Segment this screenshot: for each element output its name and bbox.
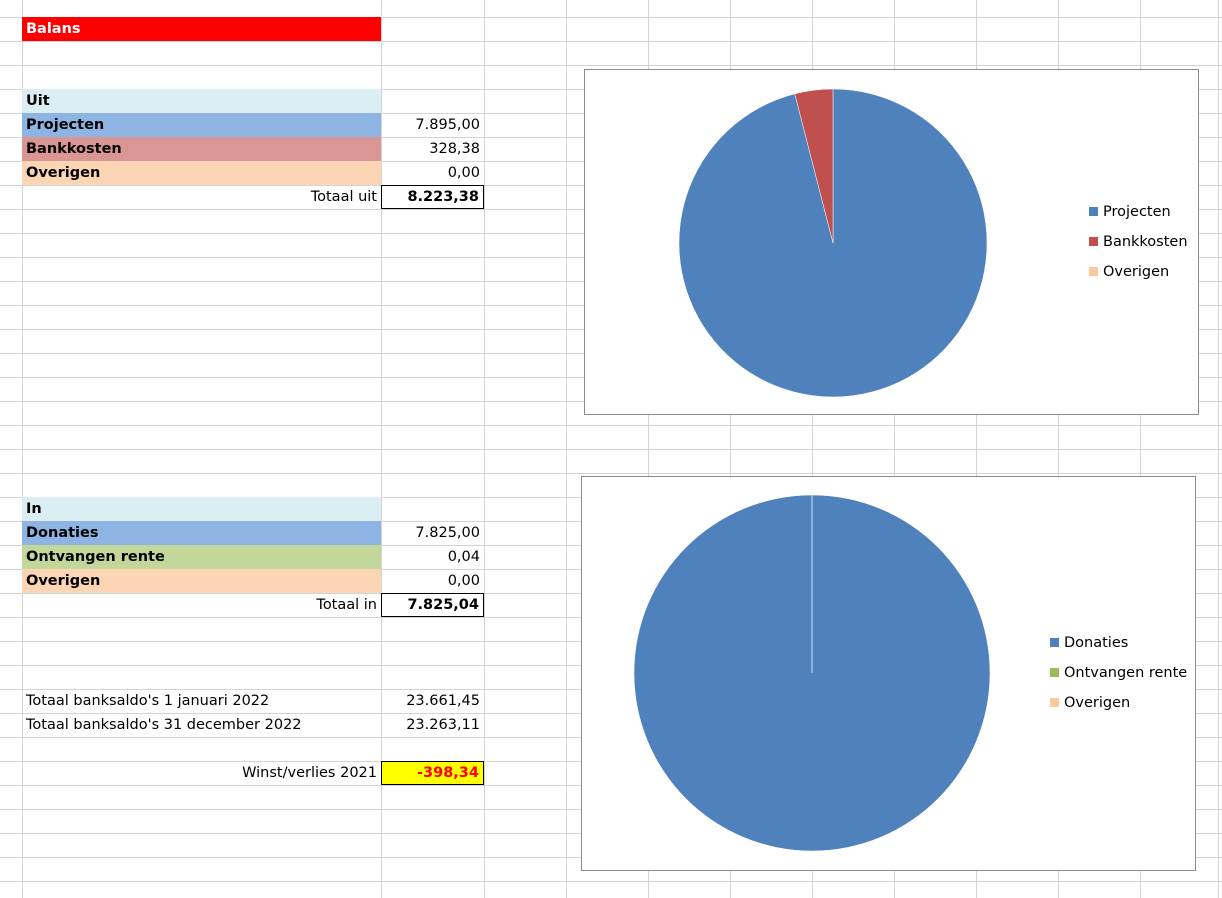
uit-total-label[interactable]: Totaal uit <box>310 189 377 205</box>
result-value[interactable]: -398,34 <box>381 761 484 785</box>
in-value-overigen[interactable]: 0,00 <box>447 573 480 589</box>
legend-item-overigen: Overigen <box>1089 262 1188 292</box>
in-header[interactable]: In <box>22 497 381 521</box>
legend-swatch-bankkosten <box>1089 236 1098 246</box>
in-label-donaties[interactable]: Donaties <box>22 521 381 545</box>
pie-chart-in[interactable]: Donaties Ontvangen rente Overigen <box>581 476 1196 871</box>
saldo-start-label[interactable]: Totaal banksaldo's 1 januari 2022 <box>26 693 270 709</box>
uit-label-bankkosten[interactable]: Bankkosten <box>22 137 381 161</box>
uit-total-value[interactable]: 8.223,38 <box>381 185 484 209</box>
pie-chart-uit[interactable]: Projecten Bankkosten Overigen <box>584 69 1199 415</box>
in-total-label[interactable]: Totaal in <box>316 597 377 613</box>
legend-label-donaties: Donaties <box>1064 635 1129 651</box>
legend-item-donaties: Donaties <box>1050 633 1187 663</box>
legend-item-bankkosten: Bankkosten <box>1089 232 1188 262</box>
legend-swatch-projecten <box>1089 206 1098 216</box>
in-label-rente[interactable]: Ontvangen rente <box>22 545 381 569</box>
pie-in-plot <box>633 494 991 852</box>
uit-label-overigen[interactable]: Overigen <box>22 161 381 185</box>
uit-value-overigen[interactable]: 0,00 <box>447 165 480 181</box>
legend-in: Donaties Ontvangen rente Overigen <box>1050 633 1187 723</box>
in-value-donaties[interactable]: 7.825,00 <box>415 525 480 541</box>
in-total-value[interactable]: 7.825,04 <box>381 593 484 617</box>
pie-uit-slice-bankkosten[interactable] <box>794 88 834 244</box>
pie-uit-plot <box>678 88 988 398</box>
legend-uit: Projecten Bankkosten Overigen <box>1089 202 1188 292</box>
legend-item-projecten: Projecten <box>1089 202 1188 232</box>
sheet-title[interactable]: Balans <box>22 17 381 41</box>
uit-value-bankkosten[interactable]: 328,38 <box>429 141 480 157</box>
uit-value-projecten[interactable]: 7.895,00 <box>415 117 480 133</box>
uit-label-projecten[interactable]: Projecten <box>22 113 381 137</box>
saldo-end-value[interactable]: 23.263,11 <box>406 717 480 733</box>
uit-header[interactable]: Uit <box>22 89 381 113</box>
legend-label-overigen-in: Overigen <box>1064 695 1131 711</box>
legend-item-overigen-in: Overigen <box>1050 693 1187 723</box>
legend-label-overigen: Overigen <box>1103 264 1170 280</box>
in-value-rente[interactable]: 0,04 <box>447 549 480 565</box>
legend-swatch-overigen-in <box>1050 697 1059 707</box>
legend-label-rente: Ontvangen rente <box>1064 665 1188 681</box>
legend-swatch-overigen <box>1089 266 1098 276</box>
legend-swatch-donaties <box>1050 637 1059 647</box>
legend-item-rente: Ontvangen rente <box>1050 663 1187 693</box>
saldo-start-value[interactable]: 23.661,45 <box>406 693 480 709</box>
in-label-overigen[interactable]: Overigen <box>22 569 381 593</box>
legend-label-projecten: Projecten <box>1103 204 1171 220</box>
legend-swatch-rente <box>1050 667 1059 677</box>
saldo-end-label[interactable]: Totaal banksaldo's 31 december 2022 <box>26 717 302 733</box>
result-label[interactable]: Winst/verlies 2021 <box>242 765 377 781</box>
legend-label-bankkosten: Bankkosten <box>1103 234 1188 250</box>
